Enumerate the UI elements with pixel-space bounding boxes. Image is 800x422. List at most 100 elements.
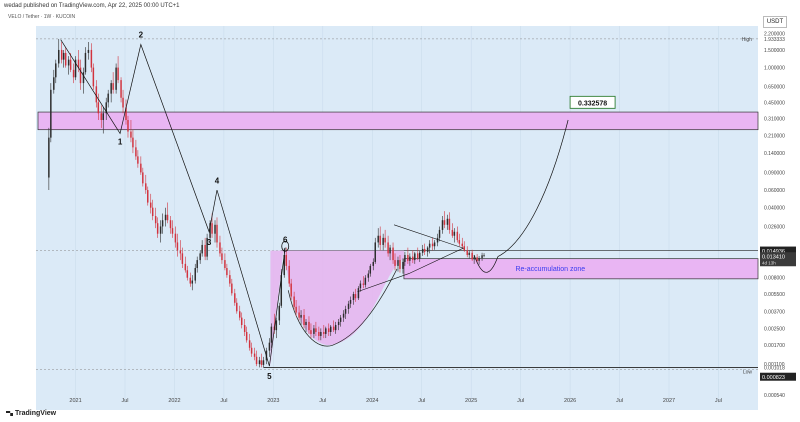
- candle-body[interactable]: [404, 254, 406, 262]
- candle-body[interactable]: [270, 326, 273, 343]
- candle-body[interactable]: [329, 326, 332, 332]
- candle-body[interactable]: [194, 268, 196, 281]
- candle-body[interactable]: [248, 340, 251, 348]
- candle-body[interactable]: [426, 247, 429, 252]
- candle-body[interactable]: [92, 67, 95, 87]
- candle-body[interactable]: [478, 257, 480, 261]
- candle-body[interactable]: [216, 224, 218, 243]
- candle-body[interactable]: [239, 311, 241, 318]
- candle-body[interactable]: [151, 207, 154, 217]
- candle-body[interactable]: [115, 67, 117, 90]
- candle-body[interactable]: [221, 253, 223, 261]
- candle-body[interactable]: [372, 261, 375, 266]
- candle-body[interactable]: [112, 83, 114, 90]
- candle-body[interactable]: [308, 321, 310, 331]
- candle-body[interactable]: [313, 328, 315, 334]
- candle-body[interactable]: [120, 80, 122, 98]
- candle-body[interactable]: [236, 302, 238, 312]
- candle-body[interactable]: [100, 113, 103, 120]
- candle-body[interactable]: [231, 283, 233, 294]
- candle-body[interactable]: [466, 250, 468, 255]
- candle-body[interactable]: [250, 347, 253, 354]
- candle-body[interactable]: [367, 273, 370, 278]
- candle-body[interactable]: [240, 317, 243, 326]
- candle-body[interactable]: [171, 228, 174, 234]
- candle-body[interactable]: [179, 250, 182, 254]
- candle-body[interactable]: [280, 275, 283, 306]
- candle-body[interactable]: [245, 331, 248, 341]
- candle-body[interactable]: [102, 113, 104, 120]
- candle-body[interactable]: [107, 93, 109, 103]
- candle-body[interactable]: [288, 265, 290, 284]
- candle-body[interactable]: [156, 223, 159, 234]
- candle-body[interactable]: [147, 190, 149, 203]
- candle-body[interactable]: [275, 320, 278, 331]
- candle-body[interactable]: [219, 242, 221, 254]
- candle-body[interactable]: [229, 275, 231, 284]
- candle-body[interactable]: [387, 242, 389, 254]
- candle-body[interactable]: [95, 86, 98, 103]
- candle-body[interactable]: [379, 235, 381, 245]
- candle-body[interactable]: [260, 360, 263, 365]
- unit-selector[interactable]: USDT: [763, 16, 787, 28]
- candle-body[interactable]: [214, 224, 216, 234]
- candle-body[interactable]: [122, 97, 124, 108]
- candle-body[interactable]: [318, 331, 320, 336]
- candle-body[interactable]: [389, 247, 391, 254]
- candle-body[interactable]: [337, 321, 340, 326]
- candle-body[interactable]: [446, 218, 449, 225]
- candle-body[interactable]: [278, 305, 281, 321]
- candle-body[interactable]: [255, 356, 258, 365]
- candle-body[interactable]: [132, 137, 134, 148]
- candle-body[interactable]: [137, 156, 139, 164]
- candle-body[interactable]: [149, 202, 152, 208]
- candle-body[interactable]: [142, 172, 144, 184]
- candle-body[interactable]: [268, 342, 271, 351]
- candle-body[interactable]: [468, 252, 470, 255]
- candle-body[interactable]: [357, 288, 360, 299]
- candle-body[interactable]: [159, 226, 162, 234]
- candle-body[interactable]: [290, 283, 292, 297]
- candle-body[interactable]: [344, 309, 347, 314]
- candle-body[interactable]: [293, 296, 295, 307]
- candle-body[interactable]: [456, 231, 459, 241]
- candle-body[interactable]: [74, 59, 77, 78]
- candle-body[interactable]: [226, 268, 228, 276]
- candle-body[interactable]: [402, 261, 404, 269]
- candle-body[interactable]: [443, 220, 446, 225]
- candle-body[interactable]: [347, 303, 350, 310]
- candle-body[interactable]: [374, 242, 376, 262]
- candle-body[interactable]: [174, 233, 177, 243]
- candle-body[interactable]: [377, 235, 379, 243]
- candle-body[interactable]: [161, 220, 164, 227]
- candle-body[interactable]: [145, 183, 147, 191]
- candle-body[interactable]: [433, 242, 436, 247]
- candle-body[interactable]: [62, 52, 65, 60]
- candle-body[interactable]: [409, 256, 411, 261]
- candle-body[interactable]: [206, 237, 208, 257]
- candle-body[interactable]: [135, 147, 137, 157]
- candle-body[interactable]: [58, 49, 60, 64]
- candle-body[interactable]: [164, 214, 167, 221]
- candle-body[interactable]: [105, 102, 107, 114]
- candle-body[interactable]: [438, 229, 441, 238]
- candle-body[interactable]: [421, 248, 424, 253]
- candle-body[interactable]: [130, 131, 132, 138]
- candle-body[interactable]: [110, 83, 112, 94]
- candle-body[interactable]: [53, 77, 55, 90]
- candle-body[interactable]: [352, 294, 355, 300]
- candle-body[interactable]: [140, 163, 142, 173]
- candle-body[interactable]: [262, 360, 265, 365]
- candle-body[interactable]: [84, 52, 87, 73]
- candle-body[interactable]: [342, 313, 345, 318]
- candle-body[interactable]: [300, 314, 302, 318]
- candle-body[interactable]: [364, 277, 367, 285]
- candle-body[interactable]: [303, 314, 305, 326]
- candle-body[interactable]: [55, 63, 57, 78]
- candle-body[interactable]: [90, 49, 93, 68]
- candle-body[interactable]: [166, 214, 169, 221]
- candle-body[interactable]: [253, 353, 256, 357]
- candle-body[interactable]: [50, 89, 52, 138]
- candle-body[interactable]: [234, 293, 236, 303]
- candle-body[interactable]: [69, 59, 72, 70]
